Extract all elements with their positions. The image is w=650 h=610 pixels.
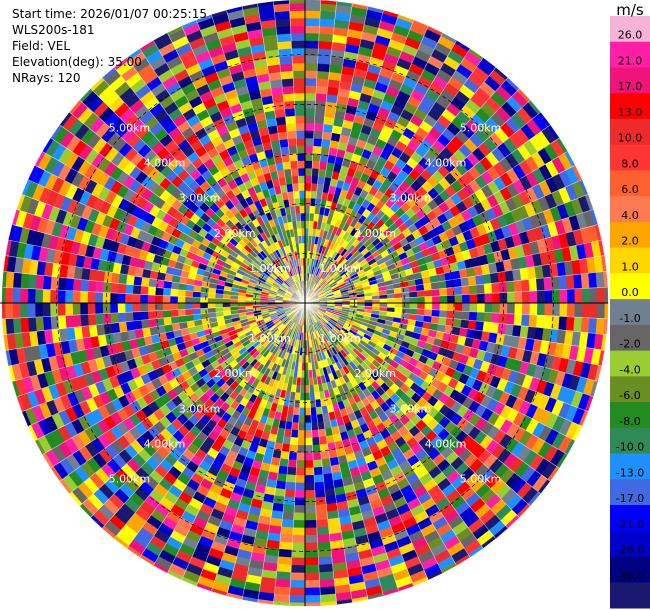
ppi-figure: 1.00km 1.00km 1.00km 1.00km 2.00km 2.00km 2.00… xyxy=(0,0,650,610)
